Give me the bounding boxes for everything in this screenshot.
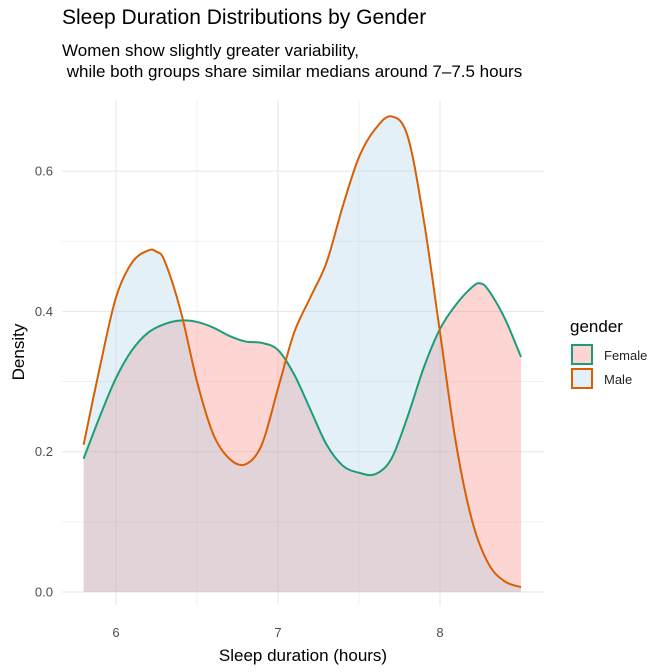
legend-label-male: Male [604, 372, 632, 387]
y-tick-label: 0.2 [35, 444, 53, 459]
x-tick-label: 6 [112, 625, 119, 640]
legend-key-male [571, 368, 593, 389]
y-tick-label: 0.4 [35, 304, 53, 319]
x-tick-label: 7 [274, 625, 281, 640]
legend-label-female: Female [604, 348, 647, 363]
x-tick-label: 8 [436, 625, 443, 640]
density-areas [83, 116, 521, 592]
x-axis-title: Sleep duration (hours) [219, 646, 387, 665]
y-axis-ticks: 0.0 0.2 0.4 0.6 [35, 164, 53, 600]
density-area-male [83, 116, 521, 592]
x-axis-ticks: 6 7 8 [112, 625, 443, 640]
density-line-female [82, 282, 522, 477]
legend: gender Female Male [570, 317, 647, 389]
y-axis-title: Density [9, 323, 28, 380]
density-line-male [82, 115, 522, 589]
density-lines [82, 115, 522, 589]
chart-subtitle: Women show slightly greater variability,… [62, 41, 523, 81]
chart-title: Sleep Duration Distributions by Gender [62, 6, 427, 29]
legend-title: gender [570, 317, 623, 336]
legend-key-female [571, 344, 593, 365]
y-tick-label: 0.6 [35, 164, 53, 179]
y-tick-label: 0.0 [35, 585, 53, 600]
